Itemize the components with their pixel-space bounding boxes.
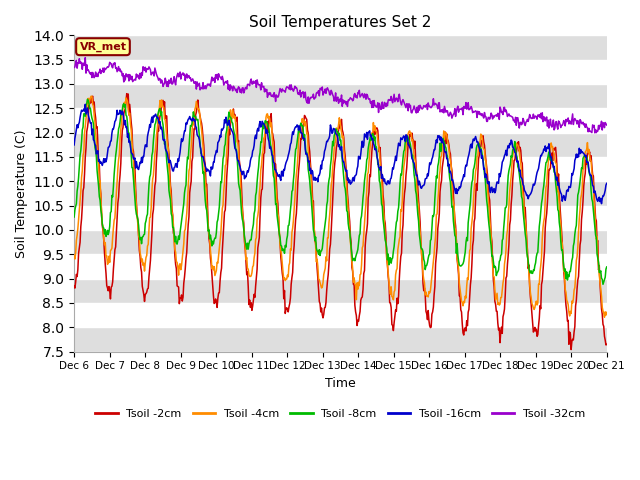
- Bar: [74, 327, 607, 351]
- Bar: [74, 181, 607, 205]
- X-axis label: Time: Time: [325, 377, 356, 390]
- Text: VR_met: VR_met: [79, 42, 127, 52]
- Bar: [74, 84, 607, 108]
- Bar: [74, 278, 607, 303]
- Title: Soil Temperatures Set 2: Soil Temperatures Set 2: [249, 15, 431, 30]
- Bar: [74, 36, 607, 60]
- Y-axis label: Soil Temperature (C): Soil Temperature (C): [15, 129, 28, 258]
- Bar: [74, 230, 607, 254]
- Bar: [74, 132, 607, 157]
- Legend: Tsoil -2cm, Tsoil -4cm, Tsoil -8cm, Tsoil -16cm, Tsoil -32cm: Tsoil -2cm, Tsoil -4cm, Tsoil -8cm, Tsoi…: [91, 405, 590, 423]
